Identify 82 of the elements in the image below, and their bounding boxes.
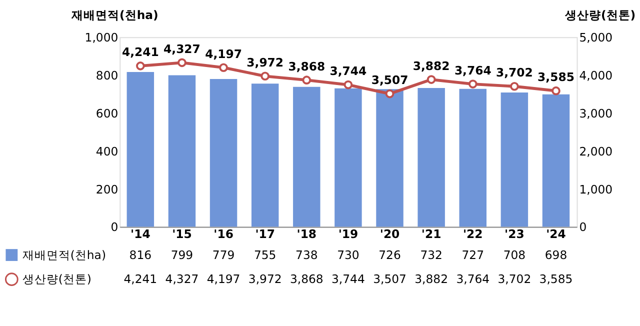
bar <box>376 89 404 227</box>
data-label: 3,764 <box>456 272 490 286</box>
data-label: 738 <box>296 248 318 262</box>
bar <box>418 88 445 227</box>
point <box>260 72 270 81</box>
text: 4,241 <box>122 45 159 60</box>
data-label: 3,744 <box>332 272 365 286</box>
data-label: 816 <box>129 248 152 262</box>
data-label: 708 <box>503 248 526 262</box>
text: 3,702 <box>496 66 533 80</box>
data-label: 3,585 <box>539 272 573 286</box>
x-tick-label: '21 <box>421 226 442 241</box>
data-label: 755 <box>254 248 276 262</box>
data-label: 698 <box>544 248 568 262</box>
x-tick-label: '18 <box>296 226 317 241</box>
data-label: 726 <box>378 248 401 262</box>
y2-tick-label: 1,000 <box>579 182 613 196</box>
x-tick-label: '23 <box>504 226 524 241</box>
y-tick-label: 800 <box>96 68 118 82</box>
x-tick-label: '14 <box>130 226 150 241</box>
y-tick-label: 1,000 <box>84 30 118 45</box>
point <box>426 75 436 84</box>
data-label: 779 <box>212 248 235 262</box>
bar <box>210 79 238 227</box>
point <box>219 63 228 72</box>
y2-tick-label: 5,000 <box>579 30 613 45</box>
x-tick-label: '17 <box>255 226 275 241</box>
bar <box>500 92 528 227</box>
data-label: 732 <box>420 248 442 262</box>
x-tick-label: '15 <box>172 226 192 241</box>
y2-tick-label: 4,000 <box>579 68 613 82</box>
point <box>178 58 186 68</box>
y2-tick-label: 2,000 <box>579 144 613 158</box>
point <box>302 76 312 84</box>
bar <box>293 86 320 227</box>
text: 3,585 <box>538 70 574 84</box>
y-tick-label: 200 <box>96 182 118 196</box>
bar <box>126 72 154 227</box>
y2-tick-label: 0 <box>579 220 587 234</box>
x-tick-label: '24 <box>546 226 566 241</box>
text: 3,972 <box>246 55 284 70</box>
bar <box>334 88 362 227</box>
x-tick-label: '20 <box>380 226 400 241</box>
data-label: 799 <box>170 248 194 262</box>
x-tick-label: '22 <box>462 226 483 241</box>
bar <box>459 88 486 227</box>
legend-label: 재배면적(천ha) <box>22 248 106 262</box>
text: 3,507 <box>371 73 408 88</box>
y2-axis-title: 생산량(천톤) <box>564 8 636 22</box>
x-tick-label: '16 <box>214 226 234 241</box>
bar <box>542 94 570 227</box>
text: 4,197 <box>205 46 242 61</box>
data-label: 4,241 <box>124 272 158 286</box>
text: 3,882 <box>412 58 450 73</box>
data-label: 4,327 <box>165 272 199 286</box>
point <box>468 80 478 88</box>
data-label: 3,882 <box>414 272 448 286</box>
y2-tick-label: 3,000 <box>579 106 613 120</box>
data-label: 730 <box>337 248 360 262</box>
point <box>510 82 519 91</box>
data-label: 727 <box>462 248 484 262</box>
legend-label: 생산량(천톤) <box>22 272 92 286</box>
y-tick-label: 400 <box>96 144 118 158</box>
data-label: 3,507 <box>373 272 406 286</box>
data-label: 3,702 <box>498 272 532 286</box>
point <box>136 62 145 70</box>
text: 3,764 <box>454 63 492 78</box>
y-axis-title: 재배면적(천ha) <box>70 8 158 22</box>
bar <box>168 75 196 227</box>
x-tick-label: '19 <box>338 226 358 241</box>
data-label: 3,868 <box>290 272 324 286</box>
text: 3,744 <box>330 64 367 78</box>
point <box>552 86 560 96</box>
data-label: 3,972 <box>248 272 282 286</box>
text: 4,327 <box>164 42 200 56</box>
bar <box>251 84 279 227</box>
point <box>344 80 353 90</box>
y-tick-label: 0 <box>110 220 118 234</box>
text: 3,868 <box>288 59 326 74</box>
point <box>385 89 394 98</box>
data-label: 4,197 <box>206 272 240 286</box>
y-tick-label: 600 <box>96 106 118 120</box>
